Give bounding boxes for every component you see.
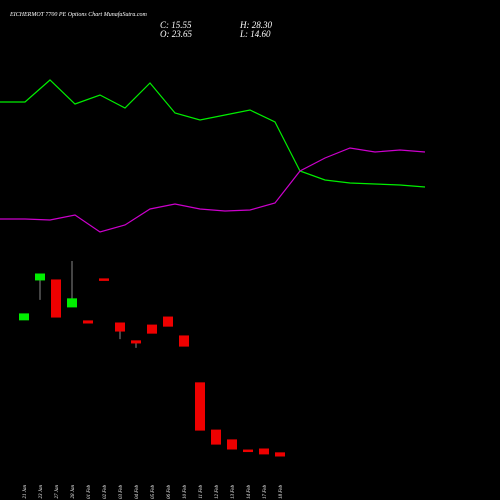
candle-body: [179, 335, 189, 347]
candle-body: [83, 320, 93, 324]
candle-body: [115, 322, 125, 332]
line-series: [0, 79, 426, 188]
x-tick-label: 18 Feb: [279, 485, 284, 500]
x-tick-label: 21 Jan: [23, 485, 28, 499]
x-tick-label: 02 Feb: [103, 485, 108, 500]
close-label: C: 15.55: [160, 20, 192, 30]
candle-body: [67, 298, 77, 308]
line-series: [0, 147, 426, 233]
candle-body: [227, 439, 237, 450]
open-label: O: 23.65: [160, 29, 192, 39]
x-tick-label: 04 Feb: [135, 485, 140, 500]
x-tick-label: 13 Feb: [231, 485, 236, 500]
candle-body: [35, 273, 45, 281]
low-label: L: 14.60: [239, 29, 271, 39]
candle-body: [163, 316, 173, 327]
candle-body: [51, 279, 61, 318]
x-tick-label: 27 Jan: [55, 485, 60, 499]
x-tick-label: 01 Feb: [87, 485, 92, 500]
high-label: H: 28.30: [239, 20, 272, 30]
x-tick-label: 10 Feb: [183, 485, 188, 500]
x-tick-label: 11 Feb: [199, 485, 204, 499]
candle-body: [243, 449, 253, 453]
candle-body: [131, 340, 141, 344]
candle-body: [195, 382, 205, 431]
candle-body: [19, 313, 29, 321]
candle-body: [147, 324, 157, 334]
x-tick-label: 05 Feb: [151, 485, 156, 500]
x-tick-label: 17 Feb: [263, 485, 268, 500]
chart-title: EICHERMOT 7700 PE Options Chart MunafaSu…: [9, 11, 148, 18]
x-tick-label: 28 Jan: [71, 485, 76, 499]
candle-body: [99, 278, 109, 281]
x-tick-label: 03 Feb: [119, 485, 124, 500]
candle-body: [259, 448, 269, 455]
x-tick-label: 06 Feb: [167, 485, 172, 500]
x-tick-label: 23 Jan: [39, 485, 44, 499]
x-tick-label: 14 Feb: [247, 485, 252, 500]
x-tick-label: 12 Feb: [215, 485, 220, 500]
candle-body: [211, 429, 221, 445]
candle-body: [275, 452, 285, 457]
